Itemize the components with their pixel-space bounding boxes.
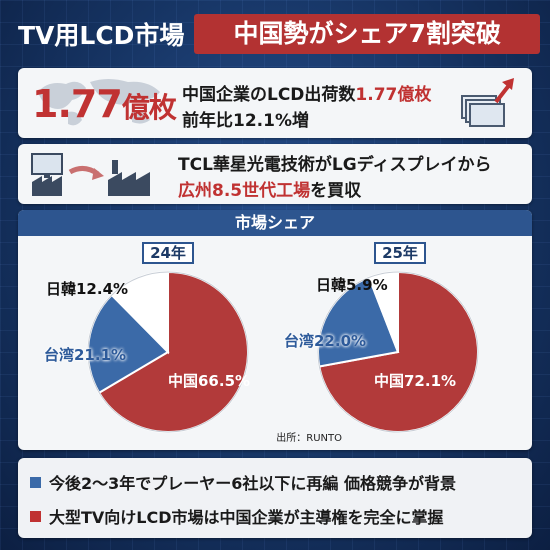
pie24-label-japan-korea: 日韓12.4% xyxy=(46,280,129,298)
shipment-big-number: 1.77億枚 xyxy=(32,82,177,126)
acquisition-panel: TCL華星光電技術がLGディスプレイから 広州8.5世代工場を買収 xyxy=(18,144,532,204)
square-bullet-icon xyxy=(30,510,41,522)
acquisition-line-1: TCL華星光電技術がLGディスプレイから xyxy=(178,155,492,175)
monitors-growth-icon xyxy=(461,78,514,127)
pie25-label-japan-korea: 日韓5.9% xyxy=(316,276,388,294)
source-note: 出所：RUNTO xyxy=(276,433,342,444)
square-bullet-icon xyxy=(30,476,41,488)
market-share-pies xyxy=(87,270,479,433)
market-share-panel: 市場シェア 24年 25年 日韓12.4% 台湾21.1% 中国66.5% 日韓… xyxy=(18,210,532,450)
title-bar: TV用LCD市場 中国勢がシェア7割突破 xyxy=(10,12,540,56)
pie25-label-taiwan: 台湾22.0% xyxy=(284,332,367,350)
pie25-label-china: 中国72.1% xyxy=(374,372,457,390)
summary-panel: 今後2～3年でプレーヤー6社以下に再編 価格競争が背景 大型TV向けLCD市場は… xyxy=(18,458,532,538)
acquisition-line-2: 広州8.5世代工場を買収 xyxy=(178,181,362,201)
shipment-line-1: 中国企業のLCD出荷数1.77億枚 xyxy=(182,85,432,105)
year-badge-25: 25年 xyxy=(374,242,426,264)
title-right: 中国勢がシェア7割突破 xyxy=(194,14,540,54)
world-map-icon xyxy=(38,79,160,126)
year-badge-24: 24年 xyxy=(142,242,194,264)
title-left: TV用LCD市場 xyxy=(18,21,185,50)
summary-bullet-1: 今後2～3年でプレーヤー6社以下に再編 価格競争が背景 xyxy=(30,470,456,494)
factory-transfer-icon xyxy=(31,153,150,196)
pie24-label-china: 中国66.5% xyxy=(168,372,251,390)
market-share-header: 市場シェア xyxy=(18,210,532,236)
pie1-outline xyxy=(317,271,479,433)
pie0-outline xyxy=(87,271,249,433)
summary-bullet-2: 大型TV向けLCD市場は中国企業が主導権を完全に掌握 xyxy=(30,504,444,528)
shipments-panel: 1.77億枚 中国企業のLCD出荷数1.77億枚 前年比12.1%増 xyxy=(18,68,532,138)
pie24-label-taiwan: 台湾21.1% xyxy=(44,346,127,364)
shipment-line-2: 前年比12.1%増 xyxy=(182,111,309,131)
